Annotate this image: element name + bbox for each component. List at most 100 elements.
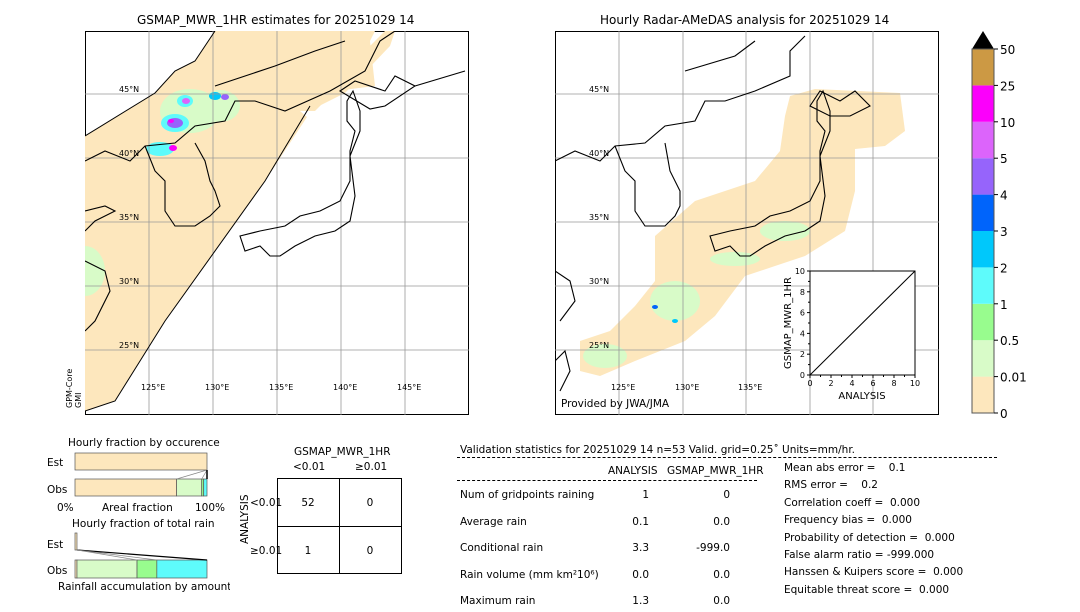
divider (457, 457, 997, 458)
y-tick-label: 2 (800, 350, 805, 359)
lat-label: 40°N (119, 149, 139, 158)
swath-edge (85, 105, 311, 412)
rain-fraction-title: Hourly fraction of total rain (72, 518, 215, 530)
colorbar-label: 50 (1000, 43, 1015, 57)
x-tick-100: 100% (195, 502, 225, 514)
lon-label: 125°E (611, 383, 635, 392)
swath-area-ne (310, 31, 395, 109)
bar-segment-obs (136, 559, 158, 579)
bar-segment-est (74, 532, 78, 551)
lat-label: 30°N (119, 277, 139, 286)
lat-label: 35°N (589, 213, 609, 222)
y-tick-label: 6 (800, 309, 805, 318)
contingency-table: ANALYSIS <0.01 ≥0.01 52 0 1 0 (239, 478, 402, 574)
left-map: 45°N 40°N 35°N 30°N 25°N 125°E 130°E 135… (85, 31, 469, 415)
colorbar-segment (972, 194, 994, 231)
lat-label: 45°N (589, 85, 609, 94)
stat-analysis: 3.3 (632, 542, 649, 554)
stat-label: Average rain (460, 515, 527, 528)
colorbar-label: 0 (1000, 407, 1008, 421)
colorbar-label: 1 (1000, 298, 1008, 312)
stat-label: Num of gridpoints raining (460, 489, 595, 501)
stat-gsmap: 0 (723, 489, 730, 501)
colorbar-segment (972, 376, 994, 413)
left-map-title: GSMAP_MWR_1HR estimates for 20251029 14 (137, 13, 415, 27)
stat-gsmap: 0.0 (713, 515, 730, 528)
colorbar-segment (972, 158, 994, 195)
connector-line (76, 549, 157, 561)
colorbar-segment (972, 85, 994, 122)
bar-segment-obs (203, 478, 208, 497)
x-tick-label: 8 (891, 379, 896, 388)
score-line: Frequency bias = 0.000 (784, 514, 912, 527)
colorbar-label: 0.5 (1000, 334, 1019, 348)
bar-segment-obs (74, 478, 177, 497)
rain-fraction-xlabel: Rainfall accumulation by amount (58, 581, 230, 593)
x-tick-label: 2 (828, 379, 833, 388)
lat-label: 40°N (589, 149, 609, 158)
lon-label: 135°E (738, 383, 762, 392)
est-label: Est (47, 539, 63, 551)
stat-label: Conditional rain (460, 542, 544, 554)
col-gsmap: GSMAP_MWR_1HR (667, 465, 764, 477)
bar-segment-obs (176, 478, 203, 497)
lon-label: 135°E (269, 383, 293, 392)
colorbar-label: 2 (1000, 261, 1008, 275)
obs-label: Obs (47, 484, 67, 496)
cell-hit-none: 52 (301, 497, 314, 509)
lat-label: 25°N (119, 341, 139, 350)
scatter-ylabel: GSMAP_MWR_1HR (783, 277, 794, 369)
rain-patches (85, 89, 240, 296)
colorbar-segment (972, 340, 994, 377)
col-header: <0.01 (293, 461, 326, 473)
connector-line (176, 469, 208, 480)
left-map-gridlines (85, 31, 469, 415)
colorbar-label: 0.01 (1000, 371, 1027, 385)
score-line: Hanssen & Kuipers score = 0.000 (784, 566, 964, 579)
scatter-xlabel: ANALYSIS (838, 391, 885, 402)
stat-gsmap: 0.0 (713, 568, 730, 581)
score-line: Probability of detection = 0.000 (784, 531, 955, 544)
colorbar-extend-arrow (972, 31, 994, 49)
scatter-inset: 0 2 4 6 8 10 0 2 4 6 8 10 ANALYSIS GSMAP_MWR_1HR (783, 267, 920, 402)
bar-segment-obs (156, 559, 208, 579)
stat-analysis: 0.1 (632, 515, 649, 528)
lon-label: 140°E (333, 383, 357, 392)
col-analysis: ANALYSIS (608, 465, 658, 477)
y-tick-label: 4 (800, 329, 805, 338)
contingency-col-title: GSMAP_MWR_1HR (294, 446, 391, 458)
colorbar-label: 10 (1000, 116, 1015, 130)
row-header: ≥0.01 (250, 545, 282, 557)
right-map-title: Hourly Radar-AMeDAS analysis for 2025102… (600, 13, 890, 27)
cell-miss: 1 (305, 545, 312, 557)
coastlines (555, 35, 871, 392)
colorbar-segment (972, 49, 994, 86)
colorbar-segment (972, 231, 994, 268)
obs-label: Obs (47, 565, 67, 577)
stat-label: Maximum rain (460, 595, 536, 607)
validation-header: Validation statistics for 20251029 14 n=… (460, 444, 856, 456)
colorbar-label: 4 (1000, 189, 1008, 203)
lat-label: 45°N (119, 85, 139, 94)
x-tick-label: 4 (849, 379, 854, 388)
swath-area (85, 31, 375, 411)
x-tick-label: 0 (807, 379, 812, 388)
occurrence-chart: Est Obs 0% Areal fraction 100% (47, 452, 225, 514)
credit-text: Provided by JWA/JMA (561, 398, 670, 410)
score-line: Mean abs error = 0.1 (784, 462, 906, 474)
col-header: ≥0.01 (355, 461, 388, 473)
stat-analysis: 0.0 (632, 568, 649, 581)
colorbar-segment (972, 267, 994, 304)
x-tick-label: 10 (910, 379, 920, 388)
lat-label: 35°N (119, 213, 139, 222)
occurrence-title: Hourly fraction by occurence (68, 437, 220, 449)
lon-label: 125°E (141, 383, 165, 392)
y-tick-label: 8 (800, 288, 805, 297)
one-to-one-line (809, 270, 916, 376)
stat-analysis: 1 (642, 489, 649, 501)
row-title: ANALYSIS (239, 494, 251, 544)
occurrence-xlabel: Areal fraction (102, 502, 173, 514)
swath-edge (85, 31, 216, 137)
divider (457, 480, 757, 481)
